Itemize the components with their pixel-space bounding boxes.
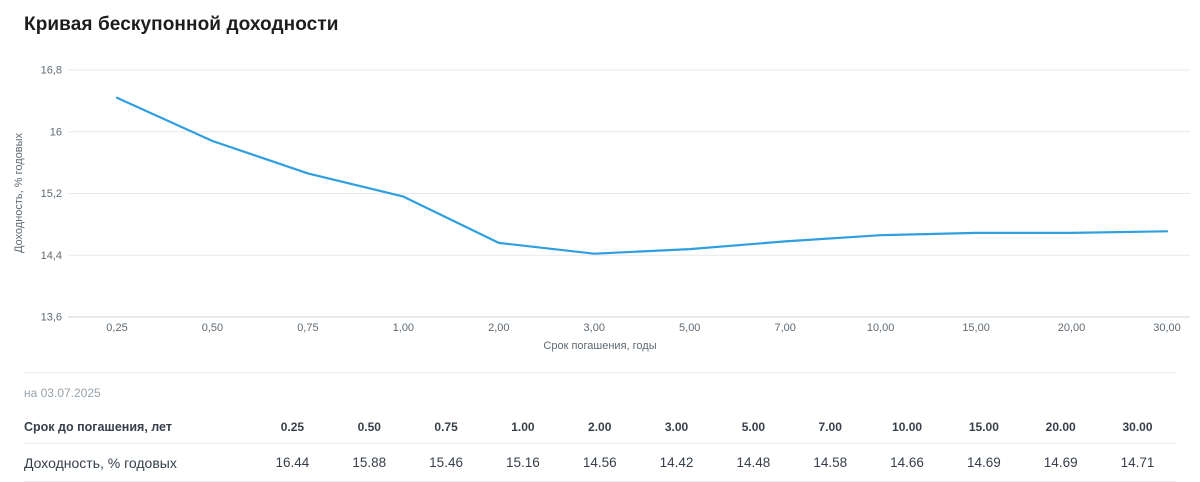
y-tick-label: 14,4 [41,250,62,262]
table-header-cell: 20.00 [1045,419,1076,434]
table-header-cell: 30.00 [1122,419,1153,434]
x-tick-label: 0,75 [297,322,318,334]
x-tick-label: 10,00 [867,322,895,334]
table-header-cell: 10.00 [892,419,923,434]
date-note: на 03.07.2025 [24,386,101,400]
x-tick-label: 5,00 [679,322,700,334]
table-header-row: Срок до погашения, лет 0.25 0.50 0.75 1.00 2… [24,410,1176,444]
yield-curve-chart: 16,8 16 15,2 14,4 13,6 0,25 0,50 0,75 1,00 2,00 3,… [0,50,1200,356]
table-data-cell: 14.69 [1043,455,1078,470]
y-tick-label: 16,8 [41,65,62,77]
x-tick-label: 15,00 [962,322,990,334]
table-header-cell: 7.00 [818,419,842,434]
table-header-cell: 1.00 [511,419,535,434]
x-tick-label: 30,00 [1153,322,1181,334]
x-tick-label: 1,00 [393,322,414,334]
table-header-cell: 5.00 [741,419,766,434]
table-data-cell: 15.16 [506,455,540,470]
x-tick-label: 0,50 [202,322,223,334]
table-data-cell: 14.66 [890,455,924,470]
x-tick-label: 20,00 [1058,322,1086,334]
table-header-cells: 0.25 0.50 0.75 1.00 2.00 3.00 5.00 7.00 10.00 15.… [254,420,1176,434]
table-header-cell: 0.25 [280,419,305,434]
table-data-cell: 14.48 [736,455,771,470]
table-header-cell: 0.75 [434,419,458,434]
yield-curve-line [115,96,1169,255]
x-axis-title: Срок погашения, годы [543,340,656,352]
table-header-cell: 2.00 [588,419,612,434]
line-chart-svg: 16,8 16 15,2 14,4 13,6 0,25 0,50 0,75 1,00 2,00 3,… [13,65,1190,352]
x-tick-label: 2,00 [488,322,509,334]
y-tick-label: 15,2 [41,188,62,200]
table-data-cell: 14.69 [966,455,1001,470]
table-data-cell: 15.46 [429,455,463,470]
y-tick-label: 13,6 [41,312,62,324]
table-data-cell: 14.42 [659,455,694,470]
table-header-cell: 0.50 [357,419,381,434]
table-data-cells: 16.44 15.88 15.46 15.16 14.56 14.42 14.48 14.58… [254,455,1176,470]
y-axis-title: Доходность, % годовых [13,132,25,253]
table-data-cell: 16.44 [275,455,310,470]
table-data-cell: 14.71 [1120,455,1155,470]
table-header-cell: 15.00 [968,419,999,434]
table-data-cell: 14.58 [813,455,848,470]
section-divider [24,372,1176,373]
table-header-cell: 3.00 [664,419,689,434]
y-tick-label: 16 [50,126,62,138]
table-data-row: Доходность, % годовых 16.44 15.88 15.46 15.… [24,444,1176,482]
table-data-cell: 15.88 [352,455,387,470]
x-tick-label: 3,00 [584,322,605,334]
page-title: Кривая бескупонной доходности [24,14,339,35]
x-tick-label: 7,00 [774,322,795,334]
x-tick-label: 0,25 [106,322,127,334]
table-data-cell: 14.56 [582,455,617,470]
table-row-label: Доходность, % годовых [24,454,177,471]
table-header-label: Срок до погашения, лет [24,419,172,434]
yield-table: Срок до погашения, лет 0.25 0.50 0.75 1.00 2… [24,410,1176,482]
